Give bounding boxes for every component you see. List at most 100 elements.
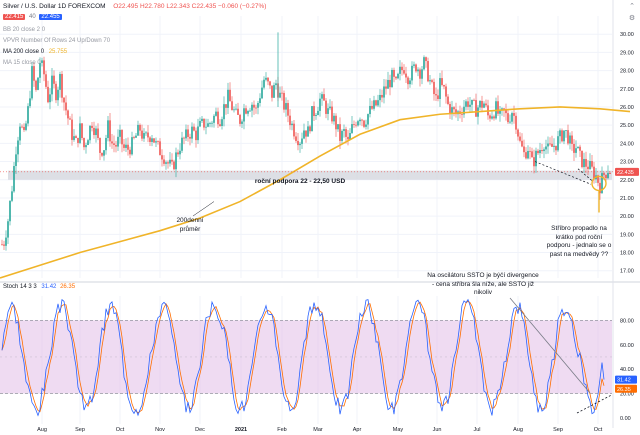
- price-tick-label: 30.00: [620, 32, 634, 38]
- stoch-d-badge: [615, 384, 637, 393]
- candle-body: [75, 136, 77, 138]
- candle-body: [231, 101, 233, 111]
- candle-body: [395, 76, 397, 79]
- candle-body: [551, 143, 553, 147]
- candle-body: [187, 129, 189, 137]
- chevron-up-icon[interactable]: ⌃: [629, 3, 635, 10]
- candle-body: [341, 130, 343, 141]
- indicator-ma200[interactable]: MA 200 close 0 25.755: [3, 49, 67, 55]
- symbol-title[interactable]: Silver / U.S. Dollar 1D FOREXCOM: [3, 3, 106, 10]
- candle-body: [465, 101, 467, 107]
- divergence-note-line3: nikoliv: [473, 289, 493, 296]
- time-axis[interactable]: Aug Sep Oct Nov Dec 2021 Feb Mar Apr May Jun Jul Aug…: [37, 427, 603, 433]
- ma200-pointer: [192, 201, 215, 217]
- candle-body: [429, 80, 431, 82]
- candle-body: [243, 108, 245, 122]
- time-tick-label: Jun: [433, 427, 442, 433]
- candle-body: [585, 158, 587, 167]
- bid-box[interactable]: 22.415: [3, 14, 26, 20]
- candle-body: [601, 173, 603, 194]
- candle-body: [485, 103, 487, 106]
- spread-value: 40: [29, 14, 36, 20]
- candle-body: [271, 85, 273, 98]
- candle-body: [125, 144, 127, 148]
- candle-body: [391, 69, 393, 88]
- time-tick-label: Apr: [353, 427, 362, 433]
- candle-body: [91, 125, 93, 128]
- candle-body: [21, 126, 23, 128]
- candle-body: [445, 86, 447, 97]
- candle-body: [483, 103, 485, 108]
- settings-icon[interactable]: ⚙: [628, 15, 636, 22]
- ma200-annotation: 200denní průměr: [165, 217, 215, 234]
- indicator-vpvr[interactable]: VPVR Number Of Rows 24 Up/Down 70: [3, 38, 111, 44]
- candle-body: [517, 129, 519, 137]
- candle-body: [39, 62, 41, 78]
- candle-body: [45, 74, 47, 87]
- candle-body: [17, 140, 19, 155]
- candle-body: [129, 149, 131, 155]
- candle-body: [491, 116, 493, 119]
- time-tick-label: Mar: [313, 427, 323, 433]
- candle-body: [323, 94, 325, 101]
- candle-body: [5, 237, 7, 246]
- price-axis[interactable]: 17.00 18.00 19.00 20.00 21.00 22.00 23.00 24.00…: [615, 32, 639, 422]
- ask-box[interactable]: 22.455: [39, 14, 62, 20]
- time-tick-label: Nov: [155, 427, 165, 433]
- candle-body: [597, 175, 599, 183]
- candle-body: [327, 108, 329, 114]
- indicator-bb[interactable]: BB 20 close 2 0: [3, 27, 46, 33]
- time-tick-label: Aug: [513, 427, 523, 433]
- candle-body: [473, 99, 475, 101]
- candle-body: [411, 65, 413, 81]
- candle-body: [589, 161, 591, 170]
- indicator-ma15[interactable]: MA 15 close 0: [3, 60, 41, 66]
- stoch-legend[interactable]: Stoch 14 3 3 31.42 26.35: [3, 284, 75, 290]
- time-tick-label: Feb: [277, 427, 286, 433]
- candle-body: [379, 94, 381, 101]
- candle-body: [151, 138, 153, 142]
- candle-body: [507, 113, 509, 123]
- candle-body: [471, 99, 473, 105]
- candle-body: [349, 133, 351, 140]
- candle-body: [577, 146, 579, 149]
- candle-body: [409, 80, 411, 85]
- candle-body: [313, 106, 315, 116]
- candle-body: [295, 136, 297, 141]
- candle-body: [449, 104, 451, 114]
- time-tick-label: Aug: [37, 427, 47, 433]
- candle-body: [539, 150, 541, 154]
- breakdown-note: Stříbro propadlo na krátko pod roční pod…: [536, 225, 622, 259]
- candle-body: [447, 96, 449, 105]
- candle-body: [247, 110, 249, 114]
- price-tick-label: 22.00: [620, 178, 634, 184]
- candle-body: [499, 109, 501, 114]
- candle-body: [251, 104, 253, 111]
- candle-body: [101, 152, 103, 156]
- symbol-legend[interactable]: Silver / U.S. Dollar 1D FOREXCOM O22.495…: [3, 3, 266, 10]
- candle-body: [9, 200, 11, 222]
- candle-body: [423, 57, 425, 70]
- price-tick-label: 17.00: [620, 269, 634, 275]
- time-tick-label: Sep: [75, 427, 85, 433]
- divergence-note: Na oscilátoru SSTO je býčí divergence - …: [412, 272, 554, 298]
- stoch-k-badge: [615, 375, 637, 384]
- ma200-annotation-line2: průměr: [179, 225, 201, 233]
- candle-body: [279, 92, 281, 98]
- candle-body: [97, 128, 99, 138]
- candle-body: [421, 69, 423, 79]
- candle-body: [259, 98, 261, 103]
- stoch-tick-label: 80.00: [620, 318, 634, 324]
- candle-body: [307, 126, 309, 137]
- candle-body: [59, 73, 61, 90]
- candle-body: [79, 123, 81, 143]
- ma200-line: [0, 106, 631, 279]
- candle-body: [353, 124, 355, 125]
- candle-body: [23, 126, 25, 130]
- candle-body: [177, 152, 179, 155]
- stoch-tick-label: 60.00: [620, 343, 634, 349]
- candle-body: [333, 115, 335, 122]
- candle-body: [55, 83, 57, 101]
- candle-body: [321, 94, 323, 99]
